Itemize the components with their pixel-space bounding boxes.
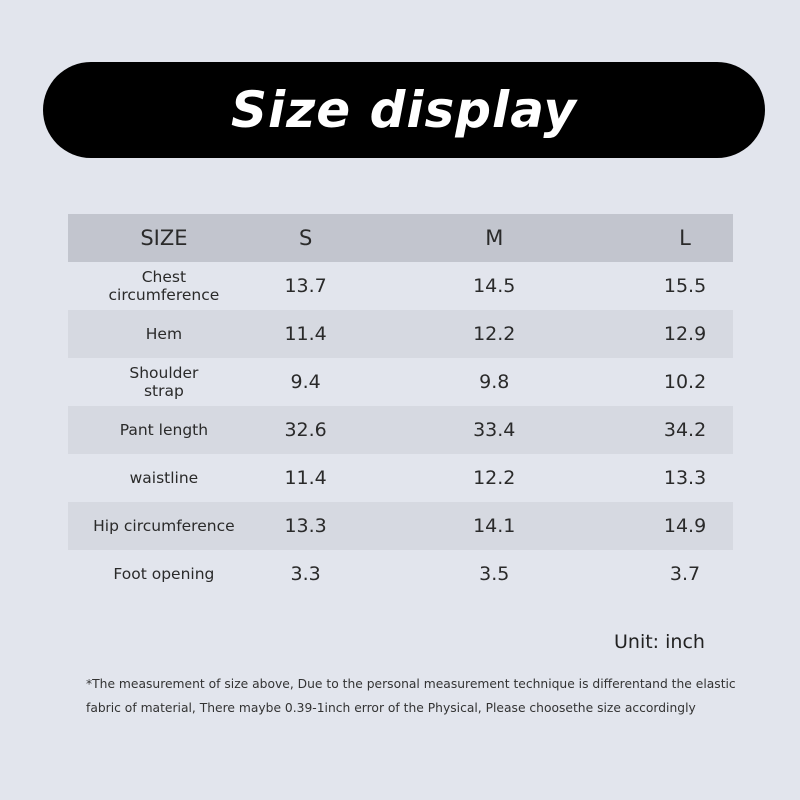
footnote-line-1: *The measurement of size above, Due to t…	[86, 677, 736, 691]
table-row: Chest circumference 13.7 14.5 15.5	[68, 262, 733, 310]
title-banner: Size display	[43, 62, 765, 158]
footnote-line-2: fabric of material, There maybe 0.39-1in…	[86, 701, 696, 715]
row-label: Hip circumference	[93, 517, 235, 535]
row-label: Foot opening	[113, 565, 215, 583]
unit-label: Unit: inch	[614, 631, 705, 653]
table-row: Shoulder strap 9.4 9.8 10.2	[68, 358, 733, 406]
header-m: M	[485, 226, 504, 250]
size-value: 10.2	[663, 371, 707, 393]
table-row: waistline 11.4 12.2 13.3	[68, 454, 733, 502]
header-size: SIZE	[140, 226, 188, 250]
row-label: Shoulder strap	[129, 364, 199, 400]
table-row: Hip circumference 13.3 14.1 14.9	[68, 502, 733, 550]
table-row: Hem 11.4 12.2 12.9	[68, 310, 733, 358]
size-value: 12.2	[473, 323, 516, 345]
size-value: 12.2	[473, 467, 516, 489]
row-label: waistline	[129, 469, 199, 487]
size-value: 3.7	[669, 563, 701, 585]
size-value: 11.4	[284, 467, 327, 489]
size-value: 13.3	[284, 515, 327, 537]
size-value: 14.5	[473, 275, 516, 297]
table-header: SIZE S M L	[68, 214, 733, 262]
size-value: 32.6	[284, 419, 327, 441]
header-l: L	[679, 226, 691, 250]
size-value: 13.7	[284, 275, 327, 297]
size-value: 34.2	[663, 419, 707, 441]
table-row: Foot opening 3.3 3.5 3.7	[68, 550, 733, 598]
size-value: 15.5	[663, 275, 707, 297]
size-value: 3.3	[290, 563, 321, 585]
size-value: 14.1	[473, 515, 516, 537]
size-value: 13.3	[663, 467, 707, 489]
header-s: S	[298, 226, 313, 250]
size-value: 14.9	[663, 515, 707, 537]
size-value: 11.4	[284, 323, 327, 345]
size-value: 9.4	[290, 371, 321, 393]
row-label: Chest circumference	[108, 268, 220, 304]
footnote: *The measurement of size above, Due to t…	[86, 672, 746, 720]
row-label: Pant length	[119, 421, 209, 439]
page-title: Size display	[231, 81, 577, 139]
size-value: 33.4	[473, 419, 516, 441]
size-value: 9.8	[479, 371, 510, 393]
size-value: 12.9	[663, 323, 707, 345]
size-value: 3.5	[479, 563, 510, 585]
row-label: Hem	[145, 325, 183, 343]
size-table: SIZE S M L Chest circumference 13.7 14.5 15.…	[68, 214, 733, 598]
table-row: Pant length 32.6 33.4 34.2	[68, 406, 733, 454]
